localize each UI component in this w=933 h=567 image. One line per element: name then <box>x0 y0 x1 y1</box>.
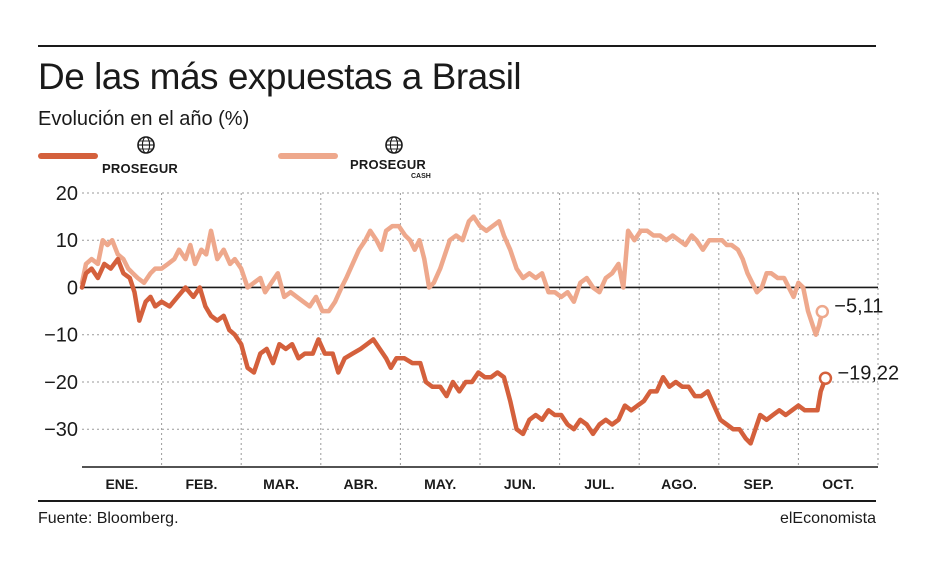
end-value-label: −5,11 <box>834 296 883 318</box>
legend-swatch-prosegur-cash <box>278 153 338 159</box>
series-line-prosegur <box>79 256 828 446</box>
chart-title: De las más expuestas a Brasil <box>38 56 522 97</box>
x-tick-label: SEP. <box>744 476 774 492</box>
x-tick-label: AGO. <box>661 476 697 492</box>
x-tick-label: ABR. <box>343 476 377 492</box>
series <box>79 214 833 446</box>
legend-brand-prosegur-cash: PROSEGUR <box>350 157 427 172</box>
x-tick-label: JUN. <box>504 476 536 492</box>
legend-swatch-prosegur <box>38 153 98 159</box>
end-value-label: −19,22 <box>837 362 899 384</box>
x-tick-label: OCT. <box>822 476 854 492</box>
globe-icon <box>137 136 155 154</box>
y-tick-label: 10 <box>56 230 78 252</box>
series-line-prosegur-cash <box>79 214 825 337</box>
top-rule <box>38 45 876 47</box>
x-tick-label: FEB. <box>185 476 217 492</box>
y-tick-label: −10 <box>44 325 78 347</box>
y-tick-label: −30 <box>44 419 78 441</box>
x-tick-label: MAR. <box>263 476 299 492</box>
y-tick-label: 0 <box>67 277 78 299</box>
x-tick-label: ENE. <box>105 476 138 492</box>
legend-brand-prosegur: PROSEGUR <box>102 161 179 176</box>
footer-brand: elEconomista <box>779 510 876 527</box>
x-tick-label: JUL. <box>584 476 614 492</box>
chart-subtitle: Evolución en el año (%) <box>38 108 250 130</box>
axes <box>82 286 878 468</box>
bottom-rule <box>38 500 876 502</box>
legend-brand-sub-cash: CASH <box>411 173 431 180</box>
y-tick-label: 20 <box>56 183 78 205</box>
globe-icon <box>385 136 403 154</box>
y-tick-label: −20 <box>44 372 78 394</box>
source-note: Fuente: Bloomberg. <box>38 510 179 527</box>
labels: 20 10 0 −10 −20 −30 ENE. FEB. MAR. ABR. MAY. JUN. JU… <box>44 183 899 492</box>
legend-item-prosegur: PROSEGUR <box>38 136 218 184</box>
series-endpoint-prosegur-cash <box>815 304 830 319</box>
legend-item-prosegur-cash: PROSEGUR CASH <box>278 136 478 184</box>
x-tick-label: MAY. <box>424 476 456 492</box>
series-endpoint-prosegur <box>818 371 833 386</box>
